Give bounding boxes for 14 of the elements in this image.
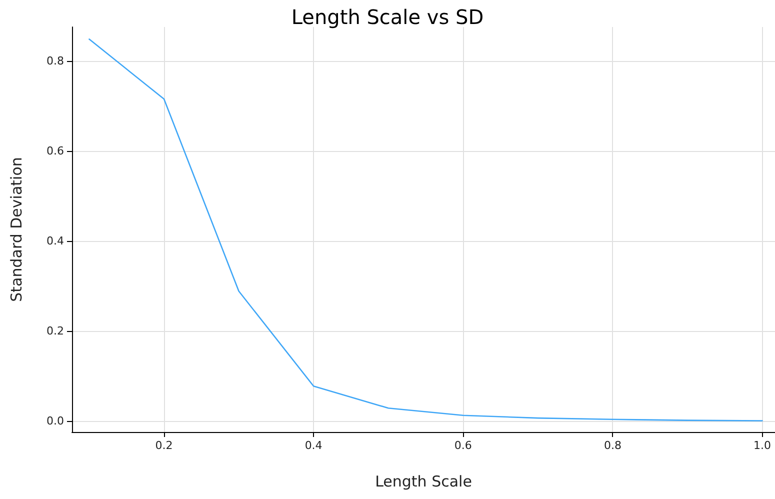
chart-title: Length Scale vs SD [291, 5, 484, 29]
y-tick-label: 0.2 [46, 324, 64, 338]
line-series [88, 38, 763, 422]
y-tick-label: 0.8 [46, 54, 64, 68]
y-tick-label: 0.6 [46, 144, 64, 158]
x-tick-label: 0.4 [304, 439, 322, 452]
x-tick-label: 0.8 [604, 439, 622, 452]
y-tick-label: 0.0 [46, 414, 64, 428]
y-axis-title: Standard Deviation [8, 157, 26, 302]
y-tick-label: 0.4 [46, 234, 64, 248]
x-axis-title: Length Scale [375, 472, 472, 490]
x-tick-label: 0.6 [454, 439, 472, 452]
x-tick-label: 1.0 [754, 439, 772, 452]
x-tick-label: 0.2 [155, 439, 173, 452]
